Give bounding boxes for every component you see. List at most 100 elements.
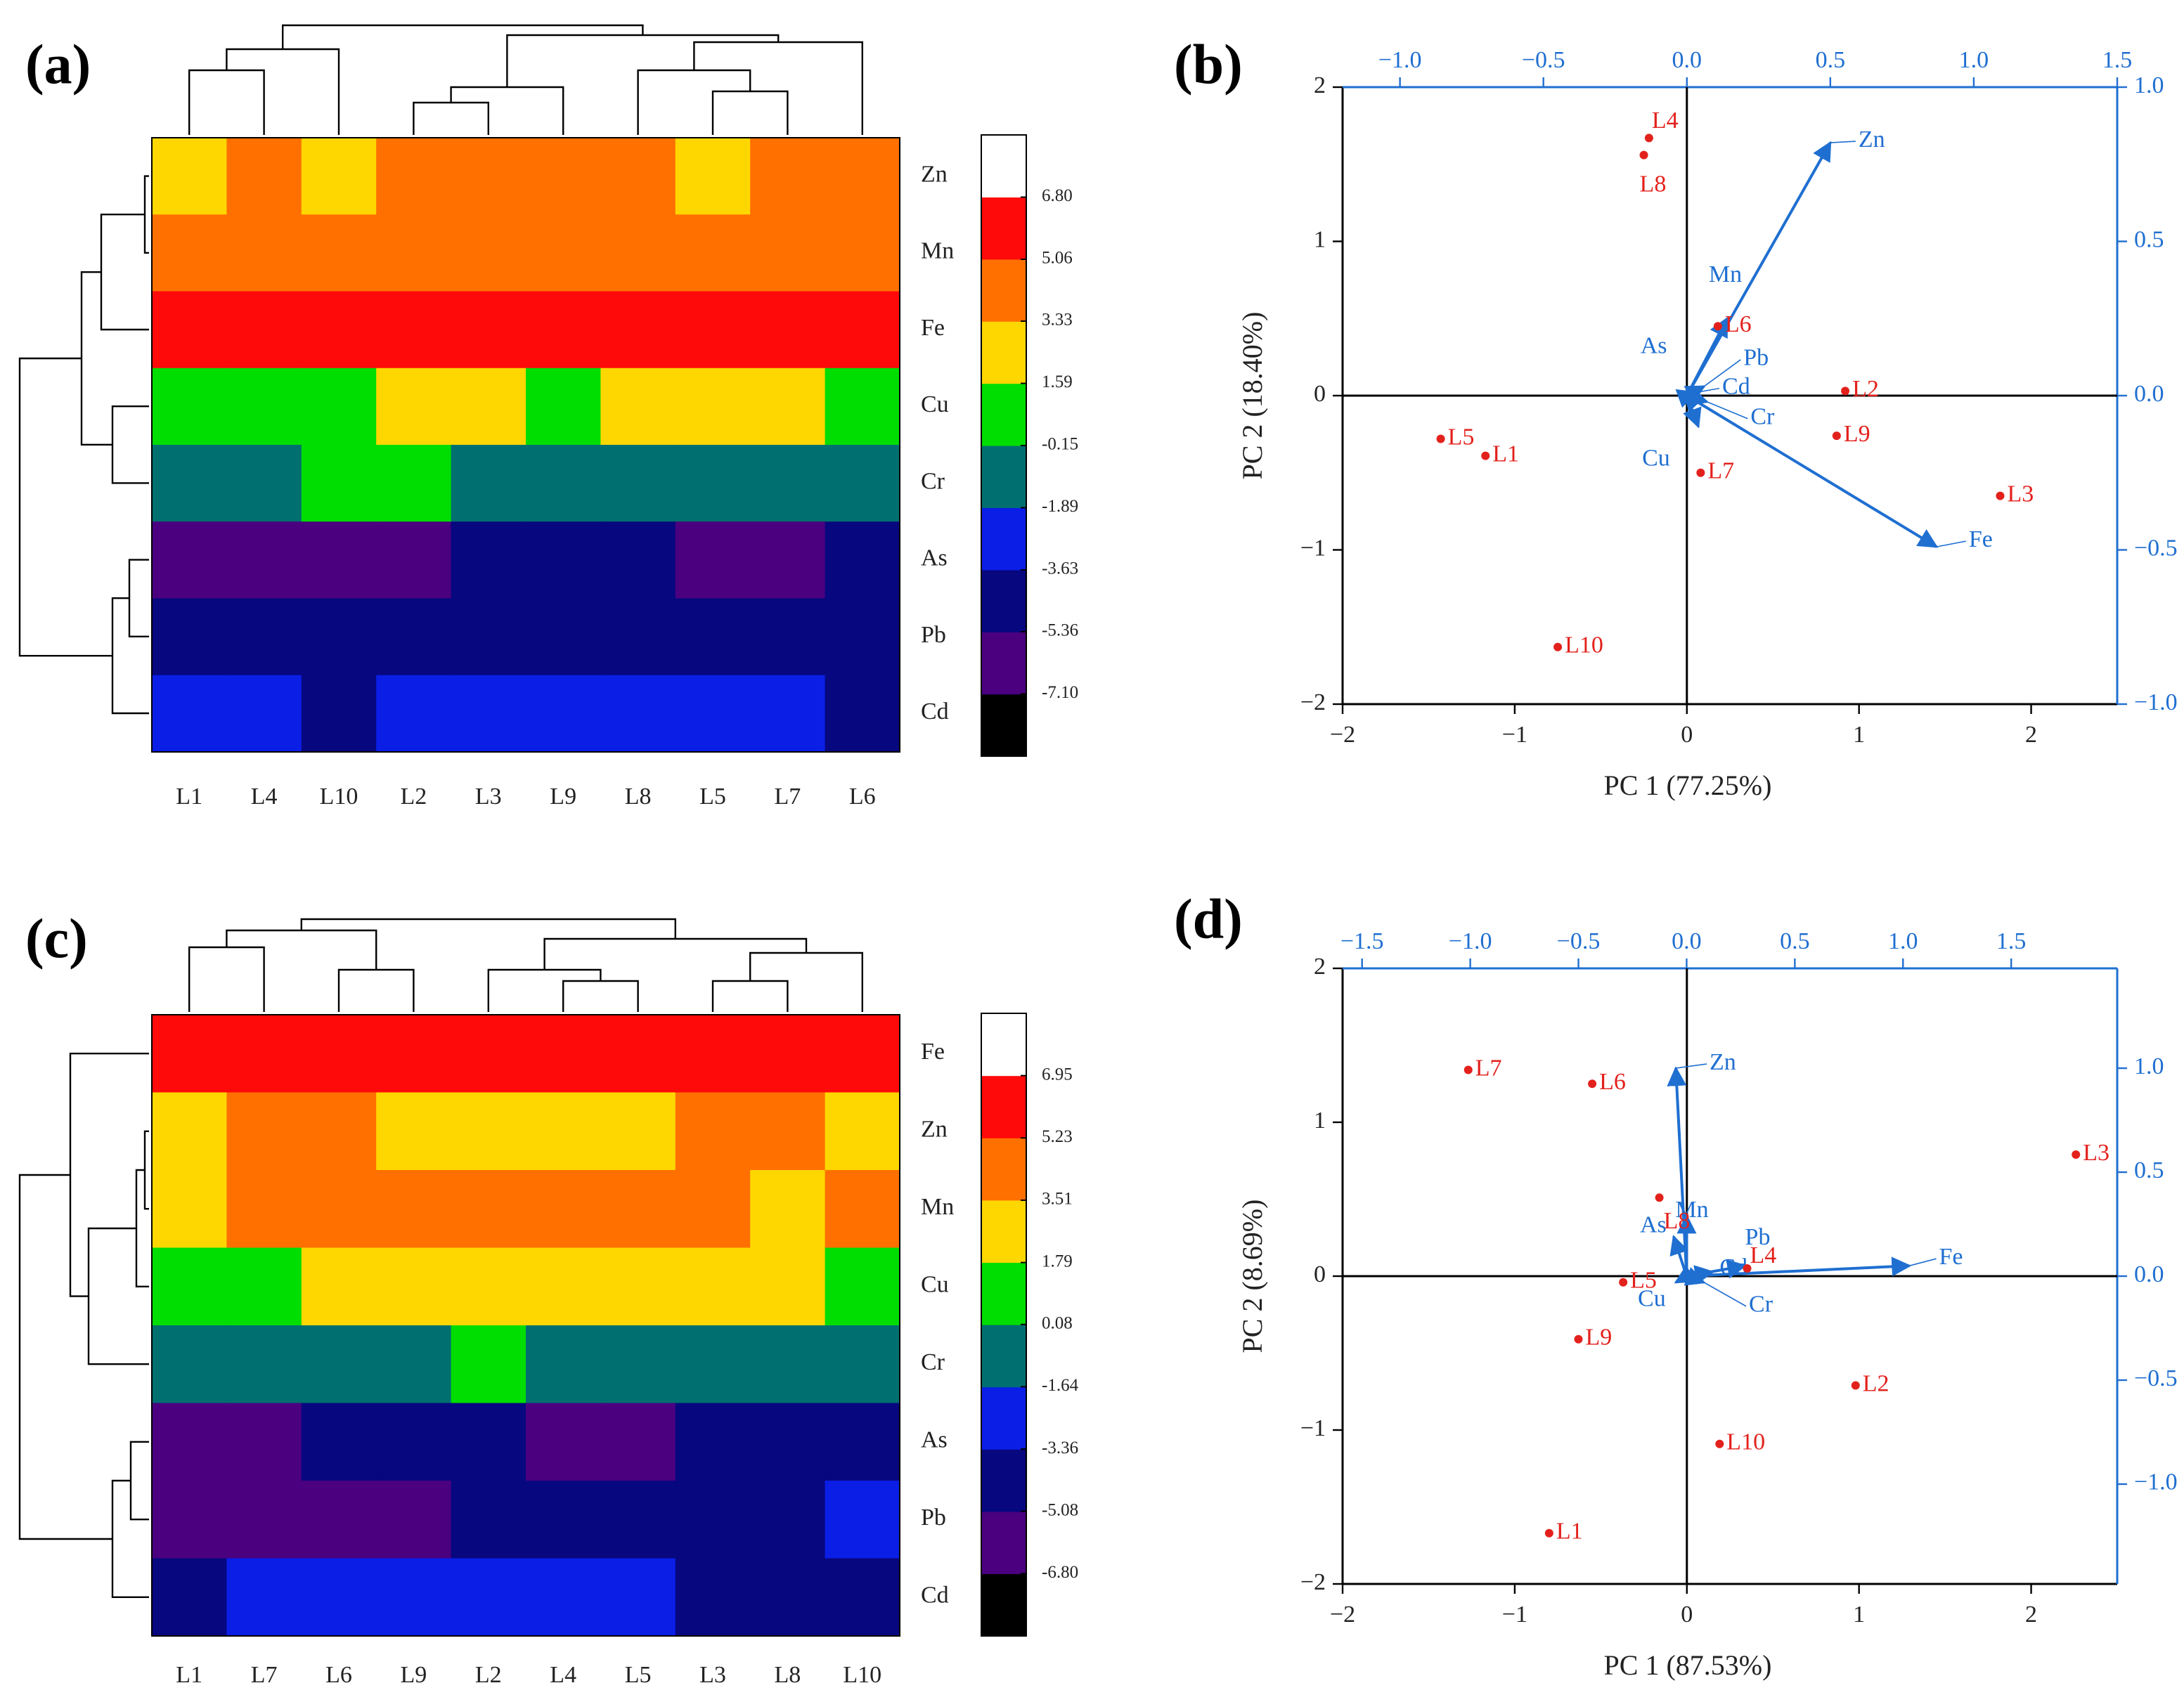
leader-line [1703, 1282, 1747, 1307]
heatmap-cell [675, 1481, 751, 1559]
x2-tick-label: 0.0 [1672, 47, 1702, 73]
colorbar-segment [981, 321, 1026, 384]
loading-arrow [1686, 394, 1939, 548]
heatmap-cell [301, 1092, 377, 1171]
loading-label: Pb [1745, 1224, 1771, 1250]
heatmap-cell [750, 368, 826, 446]
heatmap-cell [301, 1325, 377, 1404]
column-label: L7 [775, 784, 801, 810]
heatmap-cell [526, 1170, 602, 1249]
heatmap-cell [152, 675, 228, 753]
score-label: L4 [1652, 108, 1679, 134]
heatmap-cell [301, 1170, 377, 1249]
y-tick-label: −2 [1300, 1569, 1326, 1595]
leader-line [1830, 141, 1856, 143]
heatmap-cell [600, 1325, 676, 1404]
heatmap-cell [152, 521, 228, 599]
heatmap-cell [600, 445, 676, 523]
colorbar-tick-label: -5.36 [1042, 621, 1078, 640]
heatmap-cell [600, 1247, 676, 1326]
heatmap-cell [376, 598, 452, 676]
y-tick-label: 2 [1314, 72, 1326, 98]
dendrogram-link [300, 918, 676, 939]
score-point [1841, 386, 1850, 396]
heatmap-cell [600, 1092, 676, 1171]
colorbar-segment [981, 569, 1026, 632]
heatmap-cell [675, 1558, 751, 1637]
heatmap-cell [301, 598, 377, 676]
heatmap-cell [526, 1325, 602, 1404]
column-label: L2 [475, 1662, 502, 1688]
loading-label: Cr [1749, 1292, 1773, 1318]
heatmap-cell [675, 1325, 751, 1404]
heatmap-cell [600, 1170, 676, 1249]
colorbar-segment [981, 1386, 1026, 1450]
column-label: L5 [625, 1662, 652, 1688]
row-label: Fe [921, 315, 945, 341]
heatmap-cell [376, 1481, 452, 1559]
heatmap-cell [226, 1170, 302, 1249]
heatmap-cell [675, 291, 751, 369]
score-point [1588, 1079, 1597, 1089]
score-point [1639, 150, 1648, 160]
heatmap-cell [376, 521, 452, 599]
heatmap-cell [675, 1170, 751, 1249]
y-tick-label: 2 [1314, 954, 1326, 980]
heatmap-cell [226, 675, 302, 753]
heatmap-cell [675, 138, 751, 216]
loading-label: Cr [1750, 404, 1775, 430]
row-label: Cu [921, 1272, 949, 1298]
dendrogram-link [18, 1174, 112, 1540]
heatmap-cell [600, 291, 676, 369]
score-point [1463, 1065, 1473, 1074]
heatmap-cell [152, 1403, 228, 1481]
heatmap-cell [301, 445, 377, 523]
colorbar-tick-label: 6.95 [1042, 1065, 1073, 1084]
row-label: Pb [921, 622, 946, 648]
colorbar-tick-label: 3.51 [1042, 1190, 1073, 1209]
score-point [1574, 1334, 1583, 1344]
x2-tick-label: −1.5 [1340, 928, 1384, 954]
colorbar-segment [981, 507, 1026, 571]
y2-tick-label: 0.5 [2134, 1157, 2164, 1183]
heatmap-cell [226, 521, 302, 599]
loading-label: Fe [1969, 526, 1993, 552]
heatmap-frame [151, 1014, 900, 1637]
colorbar-segment [981, 135, 1026, 197]
panel-label: (c) [25, 908, 88, 970]
heatmap-cell [675, 1015, 751, 1093]
heatmap-cell [825, 675, 900, 753]
colorbar-segment [981, 694, 1026, 757]
heatmap-cell [451, 598, 526, 676]
colorbar-segment [981, 446, 1026, 508]
y-tick-label: −1 [1300, 535, 1326, 561]
heatmap-cell [226, 1247, 302, 1326]
score-point [1696, 468, 1705, 477]
heatmap-cell [152, 138, 228, 216]
score-point [1644, 134, 1653, 143]
score-point [1619, 1278, 1628, 1287]
heatmap-cell [226, 445, 302, 523]
heatmap-cell [750, 445, 826, 523]
score-label: L1 [1556, 1519, 1583, 1545]
heatmap-cell [750, 291, 826, 369]
score-point [1553, 642, 1563, 651]
heatmap-cell [750, 214, 826, 292]
heatmap-cell [152, 1558, 228, 1637]
x-tick-label: −2 [1330, 722, 1355, 748]
heatmap-cell [226, 291, 302, 369]
heatmap-cell [451, 1481, 526, 1559]
heatmap-cell [376, 1015, 452, 1093]
heatmap-cell [750, 1092, 826, 1171]
score-point [1743, 1264, 1752, 1273]
x2-tick-label: −0.5 [1557, 928, 1601, 954]
heatmap-frame [151, 137, 900, 753]
colorbar-tick-label: -5.08 [1042, 1500, 1078, 1519]
loading-arrow [1686, 1256, 1912, 1278]
score-label: L3 [2083, 1140, 2109, 1166]
score-label: L4 [1750, 1242, 1776, 1268]
heatmap-cell [376, 138, 452, 216]
heatmap-cell [526, 1481, 602, 1559]
column-label: L6 [325, 1662, 352, 1688]
y2-tick-label: 0.0 [2134, 381, 2164, 407]
